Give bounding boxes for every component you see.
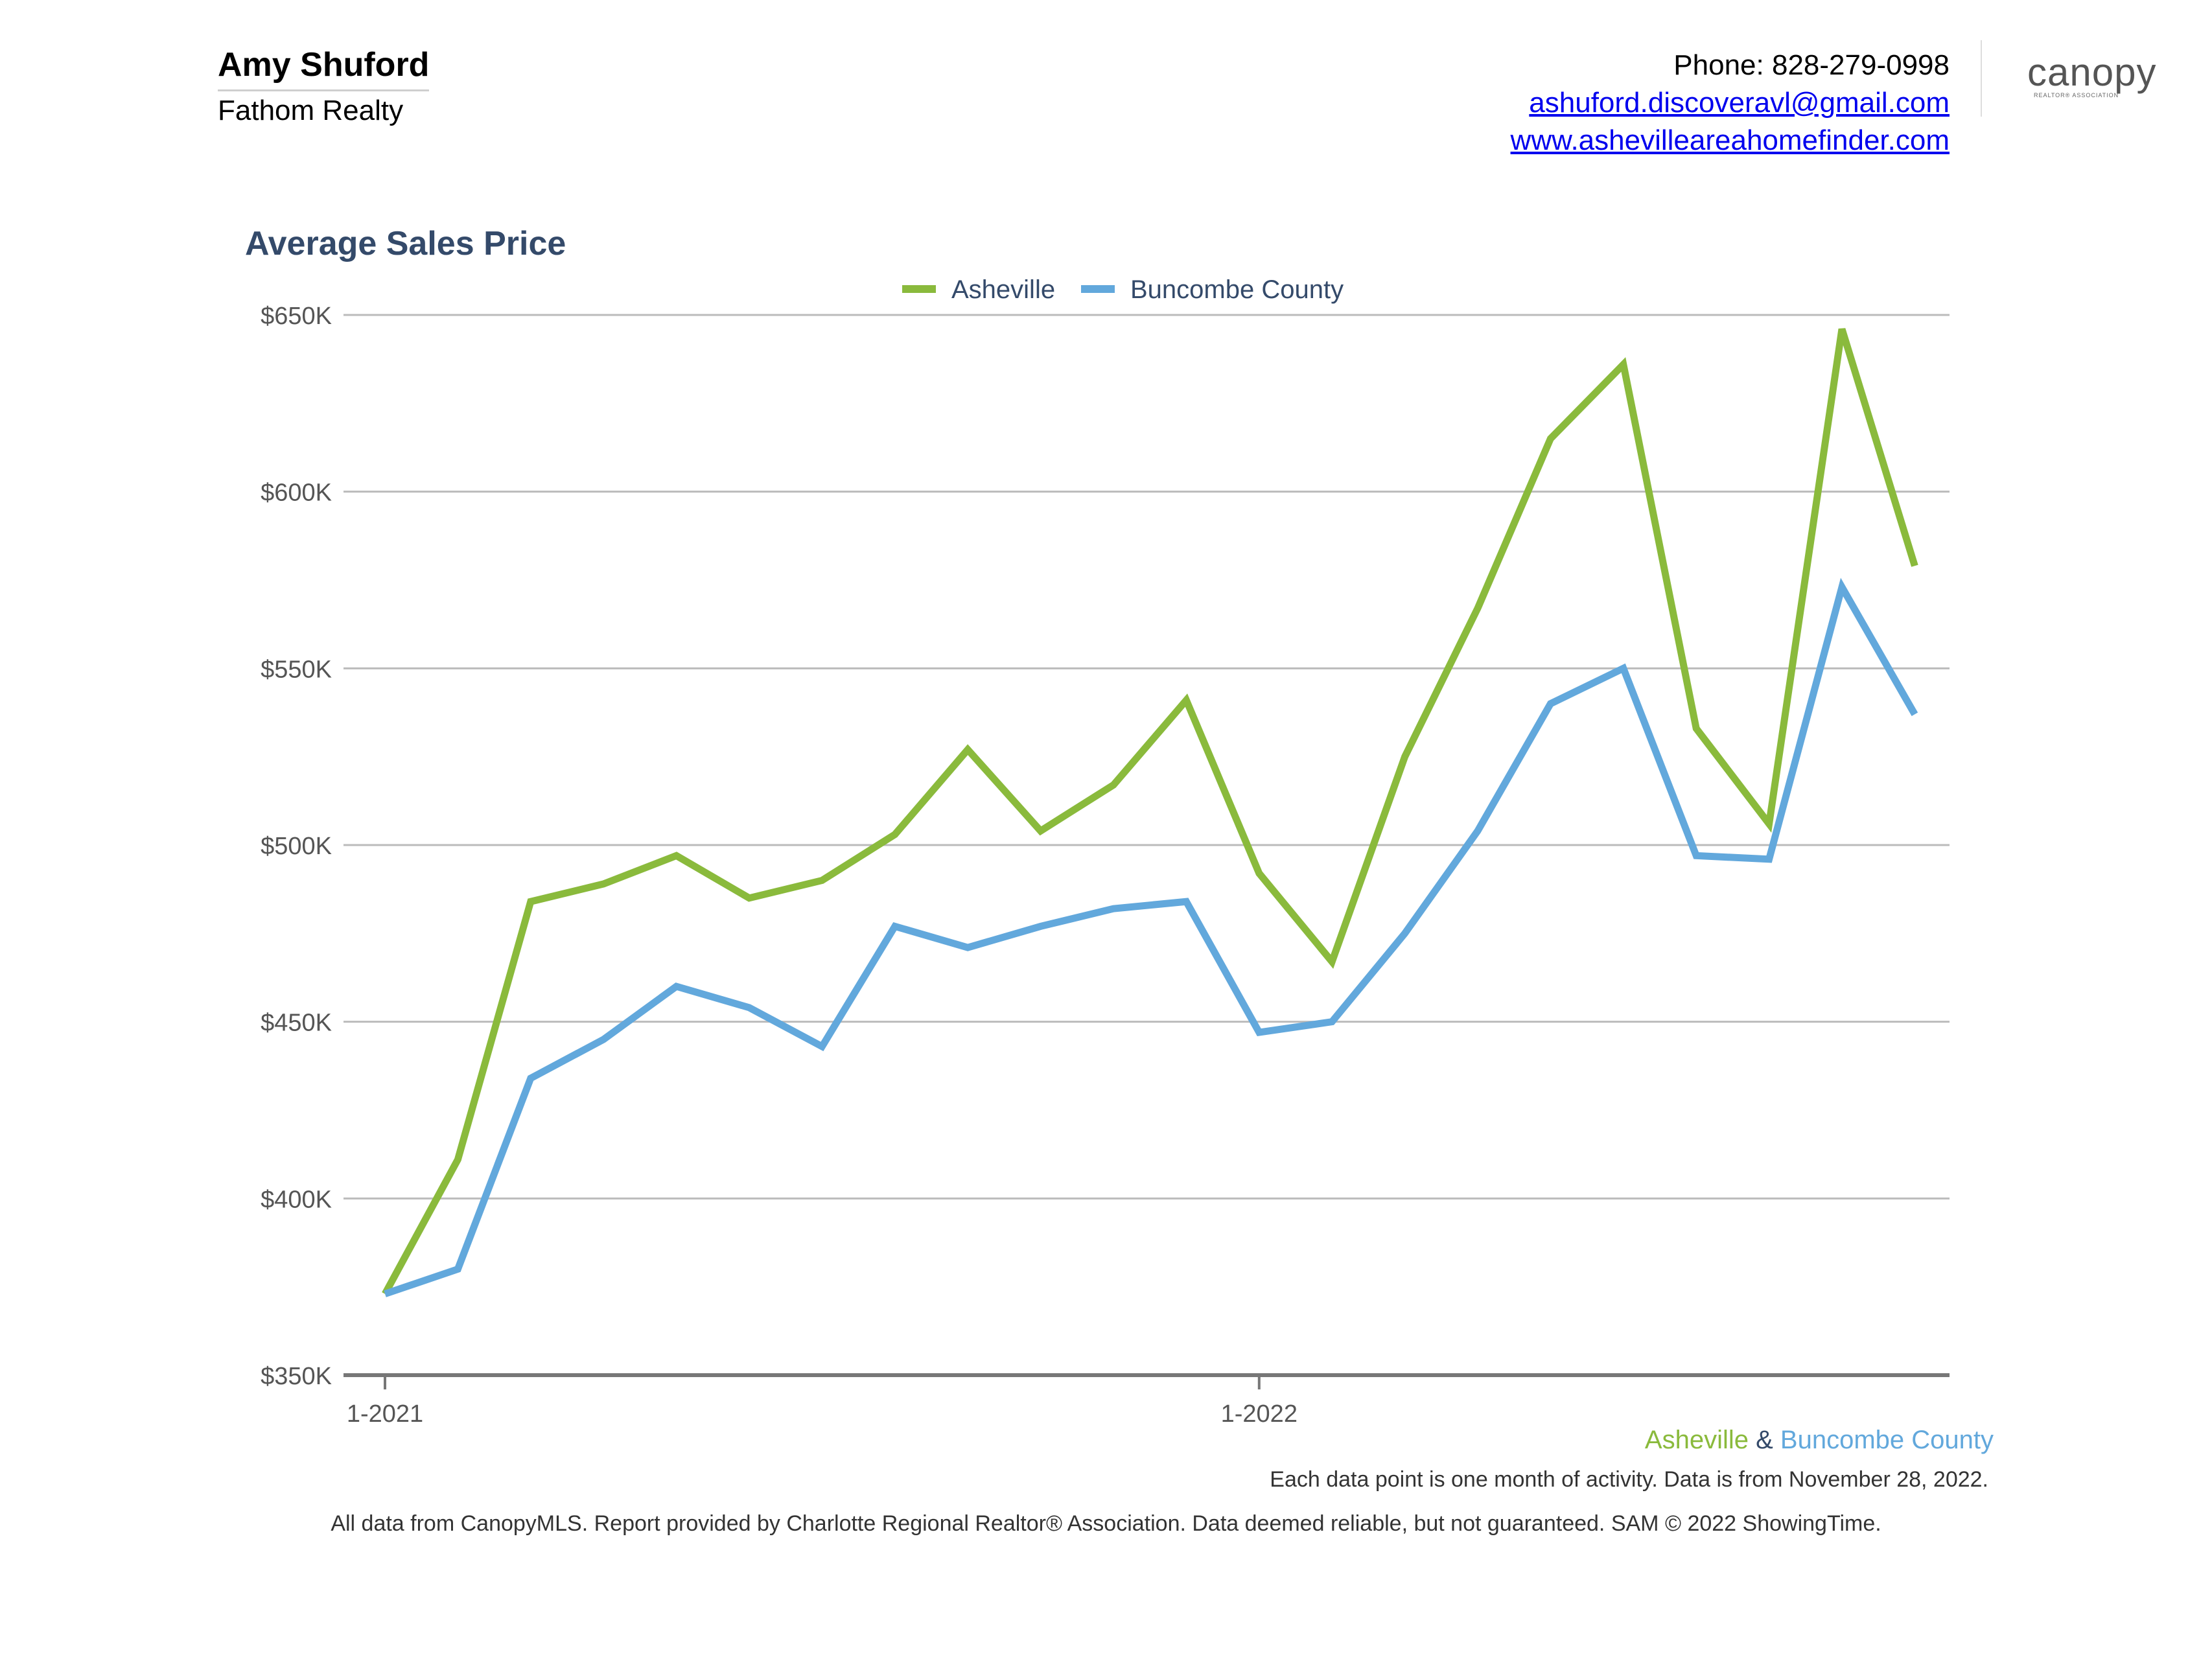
header-divider bbox=[1981, 40, 1982, 117]
series-line-asheville bbox=[382, 328, 1918, 1296]
y-tick-label: $550K bbox=[261, 656, 332, 683]
phone-number: Phone: 828-279-0998 bbox=[1673, 49, 1950, 81]
x-tick-label: 1-2021 bbox=[347, 1400, 423, 1428]
footer-legend-asheville: Asheville bbox=[1644, 1426, 1749, 1454]
series-line-buncombe-county bbox=[384, 577, 1918, 1297]
logo-wordmark: canopy bbox=[2027, 51, 2157, 94]
x-axis: 1-2021 1-2022 bbox=[343, 1373, 1950, 1428]
y-tick-label: $350K bbox=[261, 1363, 332, 1390]
x-tick-label: 1-2022 bbox=[1221, 1400, 1298, 1428]
canopy-logo: canopy REALTOR® ASSOCIATION bbox=[2027, 53, 2170, 105]
website-link[interactable]: www.ashevilleareahomefinder.com bbox=[1510, 124, 1950, 156]
data-note: Each data point is one month of activity… bbox=[1270, 1467, 1988, 1492]
footer-legend: Asheville & Buncombe County bbox=[1645, 1426, 1994, 1455]
y-axis: $350K $400K $450K $500K $550K $600K $650K bbox=[261, 303, 332, 1390]
y-tick-label: $450K bbox=[261, 1010, 332, 1037]
series-lines bbox=[382, 328, 1918, 1297]
y-tick-label: $400K bbox=[261, 1186, 332, 1213]
agent-company: Fathom Realty bbox=[218, 95, 404, 126]
footer-legend-buncombe: Buncombe County bbox=[1780, 1426, 1994, 1454]
y-tick-label: $650K bbox=[261, 303, 332, 330]
email-link[interactable]: ashuford.discoveravl@gmail.com bbox=[1529, 87, 1950, 119]
chart-grid bbox=[343, 314, 1950, 1200]
logo-subtext: REALTOR® ASSOCIATION bbox=[2034, 92, 2119, 99]
agent-name: Amy Shuford bbox=[218, 45, 430, 91]
legend-label: Asheville bbox=[951, 275, 1055, 304]
footer-legend-ampersand: & bbox=[1756, 1426, 1773, 1454]
y-tick-label: $600K bbox=[261, 480, 332, 507]
legend-label: Buncombe County bbox=[1130, 275, 1344, 304]
chart-legend: Asheville Buncombe County bbox=[902, 275, 1344, 304]
disclaimer: All data from CanopyMLS. Report provided… bbox=[331, 1511, 1881, 1536]
contact-block: Phone: 828-279-0998 ashuford.discoveravl… bbox=[1511, 47, 1950, 159]
chart-title: Average Sales Price bbox=[245, 225, 566, 262]
y-tick-label: $500K bbox=[261, 833, 332, 860]
